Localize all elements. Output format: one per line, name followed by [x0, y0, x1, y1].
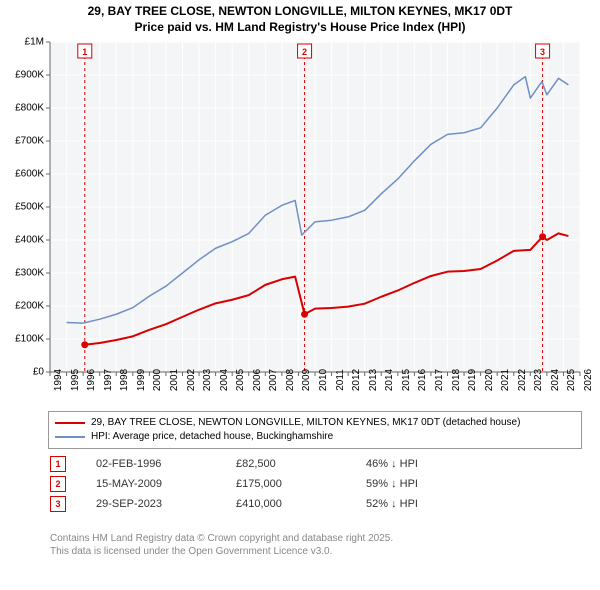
x-tick-label: 2017 [434, 369, 445, 391]
sale-row: 2 15-MAY-2009 £175,000 59% ↓ HPI [50, 474, 418, 494]
sale-row: 1 02-FEB-1996 £82,500 46% ↓ HPI [50, 454, 418, 474]
sale-delta: 59% ↓ HPI [366, 478, 418, 490]
sale-delta: 46% ↓ HPI [366, 458, 418, 470]
y-tick-label: £300K [0, 268, 44, 279]
sale-date: 29-SEP-2023 [96, 498, 206, 510]
x-tick-label: 2023 [533, 369, 544, 391]
legend-swatch-price [55, 422, 85, 424]
x-tick-label: 2007 [268, 369, 279, 391]
y-tick-label: £200K [0, 301, 44, 312]
x-tick-label: 2005 [235, 369, 246, 391]
x-tick-label: 2024 [550, 369, 561, 391]
legend-row-price: 29, BAY TREE CLOSE, NEWTON LONGVILLE, MI… [55, 416, 575, 430]
y-tick-label: £800K [0, 103, 44, 114]
x-tick-label: 2019 [467, 369, 478, 391]
footer-line-1: Contains HM Land Registry data © Crown c… [50, 532, 393, 545]
sale-date: 15-MAY-2009 [96, 478, 206, 490]
x-tick-label: 2001 [169, 369, 180, 391]
sale-delta: 52% ↓ HPI [366, 498, 418, 510]
y-tick-label: £700K [0, 136, 44, 147]
footer-line-2: This data is licensed under the Open Gov… [50, 545, 393, 558]
x-tick-label: 2000 [152, 369, 163, 391]
x-tick-label: 1999 [136, 369, 147, 391]
x-tick-label: 1997 [103, 369, 114, 391]
chart-svg: 1 2 3 [0, 0, 600, 410]
sale-marker-icon: 1 [50, 456, 66, 472]
sale-price: £175,000 [236, 478, 336, 490]
x-tick-label: 2009 [301, 369, 312, 391]
x-tick-label: 2012 [351, 369, 362, 391]
x-tick-label: 2020 [484, 369, 495, 391]
sale-price: £410,000 [236, 498, 336, 510]
x-tick-label: 2004 [219, 369, 230, 391]
svg-text:2: 2 [302, 47, 307, 57]
x-tick-label: 2016 [417, 369, 428, 391]
x-tick-label: 2002 [186, 369, 197, 391]
x-tick-label: 2014 [384, 369, 395, 391]
x-tick-label: 2008 [285, 369, 296, 391]
x-tick-label: 1994 [53, 369, 64, 391]
x-tick-label: 1998 [119, 369, 130, 391]
sale-price: £82,500 [236, 458, 336, 470]
y-tick-label: £500K [0, 202, 44, 213]
x-tick-label: 2025 [566, 369, 577, 391]
y-tick-label: £0 [0, 367, 44, 378]
y-tick-label: £400K [0, 235, 44, 246]
x-tick-label: 2003 [202, 369, 213, 391]
x-tick-label: 2018 [451, 369, 462, 391]
x-tick-label: 2021 [500, 369, 511, 391]
y-tick-label: £600K [0, 169, 44, 180]
svg-text:3: 3 [540, 47, 545, 57]
sale-date: 02-FEB-1996 [96, 458, 206, 470]
y-tick-label: £900K [0, 70, 44, 81]
x-tick-label: 2013 [368, 369, 379, 391]
svg-text:1: 1 [82, 47, 87, 57]
y-tick-label: £1M [0, 37, 44, 48]
x-tick-label: 1996 [86, 369, 97, 391]
x-tick-label: 2010 [318, 369, 329, 391]
y-tick-label: £100K [0, 334, 44, 345]
chart-container: 29, BAY TREE CLOSE, NEWTON LONGVILLE, MI… [0, 0, 600, 590]
legend-swatch-hpi [55, 436, 85, 438]
x-tick-label: 2011 [335, 369, 346, 391]
x-tick-label: 2006 [252, 369, 263, 391]
legend-row-hpi: HPI: Average price, detached house, Buck… [55, 430, 575, 444]
x-tick-label: 2026 [583, 369, 594, 391]
sale-row: 3 29-SEP-2023 £410,000 52% ↓ HPI [50, 494, 418, 514]
x-tick-label: 2015 [401, 369, 412, 391]
legend-label-hpi: HPI: Average price, detached house, Buck… [91, 430, 333, 444]
x-tick-label: 1995 [70, 369, 81, 391]
sales-table: 1 02-FEB-1996 £82,500 46% ↓ HPI 2 15-MAY-2009… [50, 454, 418, 514]
sale-marker-icon: 3 [50, 496, 66, 512]
sale-marker-icon: 2 [50, 476, 66, 492]
legend-label-price: 29, BAY TREE CLOSE, NEWTON LONGVILLE, MI… [91, 416, 520, 430]
legend-box: 29, BAY TREE CLOSE, NEWTON LONGVILLE, MI… [48, 411, 582, 449]
footer-text: Contains HM Land Registry data © Crown c… [50, 532, 393, 558]
x-tick-label: 2022 [517, 369, 528, 391]
